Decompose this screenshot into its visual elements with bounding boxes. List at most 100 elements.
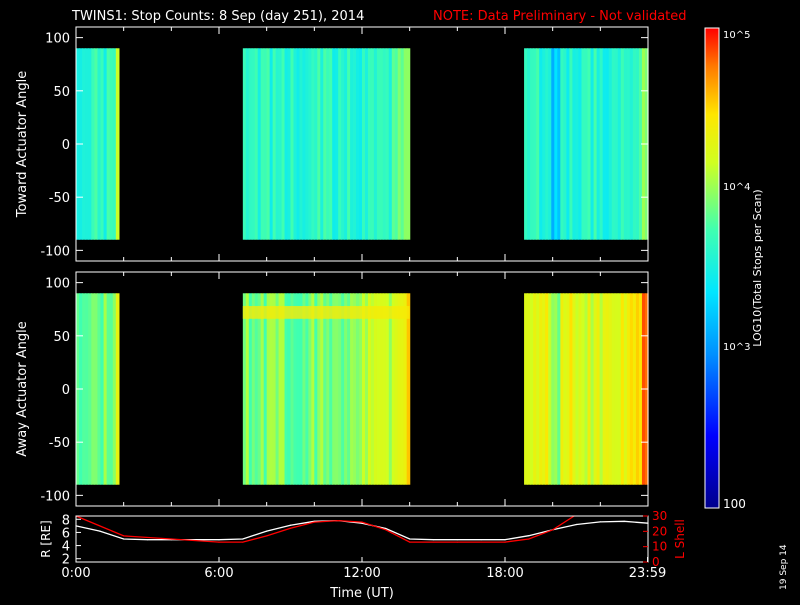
heatmap-column <box>620 293 625 485</box>
heatmap-column <box>353 48 357 240</box>
heatmap-column <box>275 48 280 240</box>
heatmap-column <box>278 293 283 485</box>
heatmap-column <box>617 48 622 240</box>
heatmap-column <box>338 293 342 485</box>
heatmap-column <box>554 48 558 240</box>
heatmap-column <box>542 48 546 240</box>
heatmap-column <box>302 293 306 485</box>
heatmap-column <box>332 293 336 485</box>
heatmap-column <box>314 293 318 485</box>
heatmap-column <box>629 293 634 485</box>
heatmap-column <box>359 293 363 485</box>
y2-tick-label: 10 <box>652 540 667 554</box>
heatmap-column <box>85 293 89 485</box>
date-stamp: 19 Sep 14 <box>779 544 789 590</box>
heatmap-column <box>335 48 339 240</box>
r-point <box>146 539 149 541</box>
l-shell-point <box>170 538 172 540</box>
heatmap-column <box>284 293 289 485</box>
heatmap-column <box>299 48 304 240</box>
heatmap-column <box>317 48 321 240</box>
y-tick-label: 100 <box>45 32 70 47</box>
heatmap-column <box>278 48 283 240</box>
heatmap-column <box>536 293 540 485</box>
heatmap-column <box>284 48 289 240</box>
heatmap-column <box>635 48 640 240</box>
heatmap-column <box>581 48 586 240</box>
y2-tick-label: 0 <box>652 555 660 569</box>
heatmap-column <box>584 293 589 485</box>
heatmap-column <box>287 48 292 240</box>
heatmap-column <box>611 48 616 240</box>
heatmap-column <box>566 293 571 485</box>
r-point <box>575 523 578 526</box>
heatmap-column <box>254 293 259 485</box>
l-shell-point <box>361 521 363 523</box>
heatmap-column <box>362 293 366 485</box>
y-tick-label: 50 <box>53 330 70 345</box>
heatmap-column <box>614 293 619 485</box>
l-shell-point <box>123 535 125 537</box>
heatmap-column <box>287 293 292 485</box>
heatmap-column <box>367 293 372 485</box>
heatmap-column <box>323 48 327 240</box>
heatmap-column <box>391 293 396 485</box>
heatmap-column <box>575 293 580 485</box>
heatmap-column <box>329 293 333 485</box>
heatmap-column <box>344 48 348 240</box>
heatmap-column <box>587 48 592 240</box>
l-shell-point <box>456 541 458 543</box>
heatmap-column <box>281 48 286 240</box>
heatmap-column <box>638 293 643 485</box>
heatmap-column <box>566 48 571 240</box>
x-tick-label: 12:00 <box>343 566 380 581</box>
heatmap-column <box>248 293 253 485</box>
r-point <box>266 530 268 532</box>
heatmap-column <box>290 293 295 485</box>
heatmap-column <box>403 293 408 485</box>
colorbar-tick-label: 10^5 <box>723 30 750 41</box>
heatmap-column <box>391 48 396 240</box>
heatmap-column <box>581 293 586 485</box>
y-axis-label: Away Actuator Angle <box>15 321 30 456</box>
away-angle-panel: 100 50 0 -50 -100 Away Actuator Angle <box>15 271 649 507</box>
y-axis-label: R [RE] <box>39 520 53 557</box>
r-point <box>528 535 530 537</box>
y-tick-label: 50 <box>53 85 70 100</box>
y2-axis-label: L Shell <box>673 519 687 559</box>
heatmap-column <box>364 293 369 485</box>
heatmap-column <box>599 293 604 485</box>
heatmap-column <box>329 48 333 240</box>
heatmap-column <box>397 48 402 240</box>
heatmap-column <box>311 48 315 240</box>
heatmap-column <box>344 293 348 485</box>
heatmap-column <box>245 48 250 240</box>
y-tick-label: -100 <box>40 489 70 504</box>
heatmap-column <box>356 48 360 240</box>
heatmap-column <box>91 293 95 485</box>
heatmap-column <box>569 48 574 240</box>
heatmap-column <box>397 293 402 485</box>
y-tick-label: 4 <box>62 540 70 555</box>
heatmap-column <box>578 293 583 485</box>
r-point <box>218 539 220 541</box>
heatmap-column <box>299 293 304 485</box>
l-shell-point <box>528 538 530 540</box>
r-point <box>242 538 244 540</box>
heatmap-column <box>293 48 298 240</box>
heatmap-column <box>106 293 111 485</box>
heatmap-column <box>376 293 381 485</box>
heatmap-column <box>91 48 95 240</box>
y-tick-label: 8 <box>62 513 70 528</box>
heatmap-column <box>338 48 342 240</box>
heatmap-column <box>266 48 271 240</box>
heatmap-column <box>551 48 555 240</box>
heatmap-column <box>596 293 601 485</box>
r-point <box>480 539 482 541</box>
heatmap-column <box>572 293 577 485</box>
heatmap-column <box>557 48 561 240</box>
heatmap-column <box>400 293 405 485</box>
heatmap-column <box>629 48 634 240</box>
y-tick-label: 0 <box>62 383 70 398</box>
